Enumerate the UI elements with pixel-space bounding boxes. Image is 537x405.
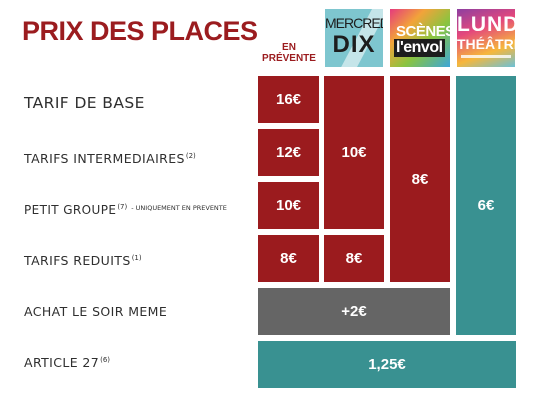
row-label-text: ARTICLE 27 bbox=[24, 355, 100, 370]
price-presale-base: 16€ bbox=[258, 76, 319, 123]
row-note: - UNIQUEMENT EN PREVENTE bbox=[131, 204, 227, 212]
presale-column-header: EN PRÉVENTE bbox=[262, 42, 316, 64]
scenes-logo-bottom: l'envol bbox=[394, 39, 445, 57]
row-label-text: TARIF DE BASE bbox=[24, 94, 145, 112]
price-mercredix-reduits: 8€ bbox=[324, 235, 384, 282]
row-label-text: TARIFS INTERMEDIAIRES bbox=[24, 151, 185, 166]
row-label-soir-meme: ACHAT LE SOIR MEME bbox=[24, 304, 167, 319]
price-article27: 1,25€ bbox=[258, 341, 516, 388]
row-label-text: TARIFS REDUITS bbox=[24, 253, 131, 268]
row-label-article27: ARTICLE 27(6) bbox=[24, 355, 110, 370]
footnote-ref: (1) bbox=[131, 254, 142, 262]
row-label-text: PETIT GROUPE bbox=[24, 203, 117, 217]
price-lundi-theatre: 6€ bbox=[456, 76, 516, 335]
lundi-logo-underline bbox=[461, 55, 511, 58]
row-label-reduits: TARIFS REDUITS(1) bbox=[24, 253, 142, 268]
price-mercredix: 10€ bbox=[324, 76, 384, 229]
price-soir-meme-supplement: +2€ bbox=[258, 288, 450, 335]
scenes-logo-top: SCÈNES bbox=[396, 23, 450, 40]
row-label-base: TARIF DE BASE bbox=[24, 94, 145, 112]
lundi-logo-bottom: THÉÂTRE bbox=[457, 36, 515, 52]
footnote-ref: (7) bbox=[117, 203, 128, 211]
footnote-ref: (2) bbox=[185, 152, 196, 160]
price-presale-intermediaires: 12€ bbox=[258, 129, 319, 176]
price-presale-groupe: 10€ bbox=[258, 182, 319, 229]
row-label-intermediaires: TARIFS INTERMEDIAIRES(2) bbox=[24, 151, 196, 166]
mercredix-logo-bottom: DIX bbox=[332, 31, 376, 58]
lundi-theatre-logo: LUNDI THÉÂTRE bbox=[457, 9, 515, 67]
page-title: PRIX DES PLACES bbox=[22, 16, 258, 46]
price-presale-reduits: 8€ bbox=[258, 235, 319, 282]
lundi-logo-top: LUNDI bbox=[457, 13, 515, 36]
price-scenes-envol: 8€ bbox=[390, 76, 450, 282]
footnote-ref: (6) bbox=[100, 356, 111, 364]
row-label-petit-groupe: PETIT GROUPE(7) - UNIQUEMENT EN PREVENTE bbox=[24, 203, 227, 217]
row-label-text: ACHAT LE SOIR MEME bbox=[24, 304, 168, 319]
scenes-envol-logo: SCÈNES l'envol bbox=[390, 9, 450, 67]
